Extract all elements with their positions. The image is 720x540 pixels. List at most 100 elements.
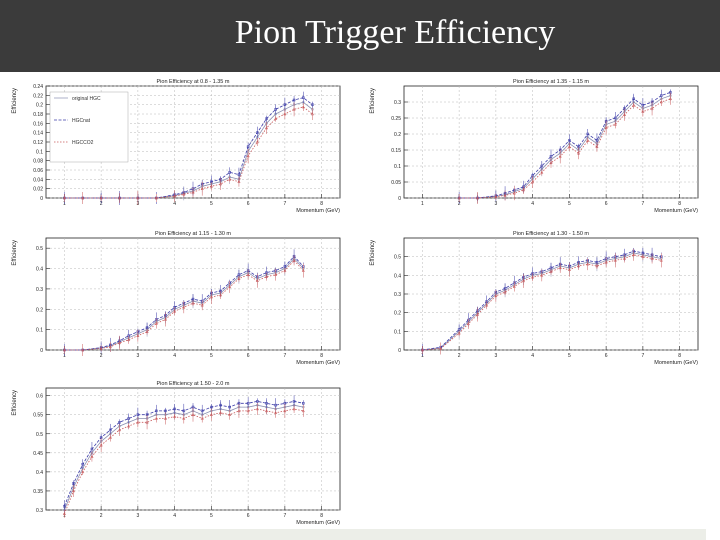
series-line: [459, 92, 671, 199]
x-tick-label: 4: [173, 353, 176, 359]
x-tick-label: 1: [421, 201, 424, 207]
data-point: [595, 144, 599, 149]
y-tick-label: 0.1: [36, 149, 43, 155]
data-point: [576, 151, 581, 155]
efficiency-plot-2-svg: 00.050.10.150.20.250.312345678Pion Effic…: [370, 79, 699, 214]
data-point: [274, 410, 278, 415]
x-tick-label: 3: [136, 353, 139, 359]
efficiency-plot-2: 00.050.10.150.20.250.312345678Pion Effic…: [366, 76, 706, 216]
y-axis-label: Efficiency: [370, 240, 376, 266]
y-tick-label: 0.5: [36, 246, 43, 252]
data-point: [108, 435, 112, 439]
data-point: [117, 428, 122, 432]
data-point: [182, 192, 186, 196]
data-point: [622, 256, 627, 260]
y-tick-label: 0.3: [36, 508, 43, 514]
y-tick-label: 0.1: [394, 164, 401, 170]
data-point: [145, 420, 149, 424]
data-point: [622, 112, 627, 117]
data-point: [457, 331, 461, 335]
data-point: [200, 416, 204, 420]
data-point: [494, 194, 498, 198]
data-point: [283, 265, 287, 268]
series-line: [64, 106, 313, 199]
x-tick-label: 8: [320, 201, 323, 207]
data-point: [576, 264, 581, 268]
data-point: [274, 108, 277, 111]
y-tick-label: 0: [398, 348, 401, 354]
x-tick-label: 2: [100, 513, 103, 519]
data-point: [567, 267, 571, 271]
data-point: [595, 264, 599, 268]
data-point: [668, 96, 673, 101]
x-axis-label: Momentum (GeV): [296, 208, 340, 214]
data-point: [62, 348, 66, 352]
x-tick-label: 7: [283, 353, 286, 359]
data-point: [540, 273, 544, 277]
data-point: [650, 106, 654, 110]
data-point: [485, 303, 489, 307]
x-tick-label: 8: [320, 513, 323, 519]
data-point: [265, 402, 268, 405]
data-point: [173, 414, 177, 418]
data-point: [531, 275, 535, 279]
x-axis-label: Momentum (GeV): [296, 520, 340, 526]
x-tick-label: 7: [283, 201, 286, 207]
data-point: [63, 504, 66, 508]
x-axis-label: Momentum (GeV): [654, 208, 698, 214]
y-tick-label: 0.3: [394, 100, 401, 106]
chart-title: Pion Efficiency at 1.30 - 1.50 m: [513, 231, 589, 237]
y-tick-label: 0.3: [36, 287, 43, 293]
data-point: [200, 303, 204, 307]
data-point: [109, 428, 112, 432]
x-tick-label: 5: [568, 201, 571, 207]
data-point: [595, 139, 599, 142]
data-point: [81, 470, 85, 474]
data-point: [182, 416, 186, 420]
y-axis-label: Efficiency: [12, 88, 18, 114]
efficiency-plot-4-svg: 00.10.20.30.40.512345678Pion Efficiency …: [370, 231, 699, 366]
data-point: [127, 417, 130, 420]
footer-band: [70, 529, 706, 540]
data-point: [439, 346, 443, 350]
data-point: [218, 182, 223, 186]
efficiency-plot-1-svg: 0 0.02 0.04 0.06 0.08 0.1 0.12 0.14 0.16 0.18 0.2 0…: [12, 79, 341, 214]
data-point: [246, 272, 250, 276]
y-tick-label: 0.4: [36, 470, 43, 476]
data-point: [117, 341, 122, 345]
data-point: [632, 97, 635, 101]
efficiency-plot-3-svg: 00.10.20.30.40.512345678Pion Efficiency …: [12, 231, 341, 366]
x-tick-label: 5: [568, 353, 571, 359]
data-point: [118, 421, 121, 424]
data-point: [567, 144, 571, 149]
x-tick-label: 3: [494, 201, 497, 207]
data-point: [246, 409, 250, 413]
x-tick-label: 6: [247, 513, 250, 519]
data-point: [191, 190, 195, 194]
x-tick-label: 7: [641, 201, 644, 207]
x-tick-label: 6: [247, 353, 250, 359]
y-tick-label: 0.55: [33, 413, 43, 419]
y-tick-label: 0.02: [33, 187, 43, 193]
slide-title-bar: Pion Trigger Efficiency: [0, 0, 720, 72]
data-point: [292, 258, 296, 262]
data-point: [136, 413, 140, 416]
data-point: [311, 103, 314, 106]
x-tick-label: 4: [531, 353, 534, 359]
x-tick-label: 5: [210, 201, 213, 207]
y-tick-label: 0.06: [33, 168, 43, 174]
data-point: [531, 180, 535, 184]
data-point: [182, 305, 186, 309]
data-point: [218, 293, 223, 297]
data-point: [191, 297, 195, 301]
data-point: [228, 177, 232, 181]
data-point: [62, 511, 66, 516]
data-point: [265, 117, 268, 120]
data-point: [81, 196, 85, 200]
data-point: [164, 409, 167, 413]
data-point: [558, 154, 562, 158]
y-axis-label: Efficiency: [12, 390, 18, 416]
x-tick-label: 6: [605, 201, 608, 207]
data-point: [512, 191, 516, 195]
data-point: [503, 290, 507, 294]
